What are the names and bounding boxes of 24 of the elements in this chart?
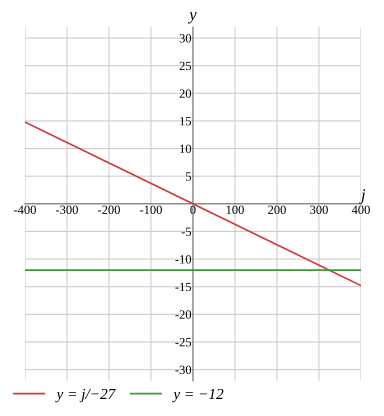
y-tick-label: -20 xyxy=(175,310,192,319)
x-tick-label: -300 xyxy=(56,206,78,214)
legend-label: y = −12 xyxy=(172,388,224,402)
y-tick-label: -25 xyxy=(175,338,192,346)
x-axis-title: j xyxy=(359,189,366,204)
y-tick-label: 10 xyxy=(180,144,192,154)
y-axis-title: y xyxy=(188,12,197,24)
x-tick-label: -100 xyxy=(140,206,162,214)
x-tick-label: 200 xyxy=(268,206,286,214)
x-tick-label: -200 xyxy=(98,206,120,214)
x-tick-label: -400 xyxy=(14,206,36,214)
x-tick-label: 300 xyxy=(310,206,328,214)
y-tick-label: -5 xyxy=(182,228,192,236)
x-tick-label: 100 xyxy=(226,206,244,214)
x-tick-label: 400 xyxy=(352,206,370,214)
legend-label: y = j/−27 xyxy=(55,388,116,402)
y-tick-label: 30 xyxy=(180,34,192,43)
y-tick-label: 15 xyxy=(180,117,192,126)
y-tick-label: -10 xyxy=(175,255,192,264)
y-tick-label: 5 xyxy=(186,172,192,181)
y-tick-label: 25 xyxy=(180,62,192,70)
y-tick-label: -30 xyxy=(175,366,192,374)
y-tick-label: 20 xyxy=(180,89,192,98)
y-tick-label: -15 xyxy=(175,282,192,292)
